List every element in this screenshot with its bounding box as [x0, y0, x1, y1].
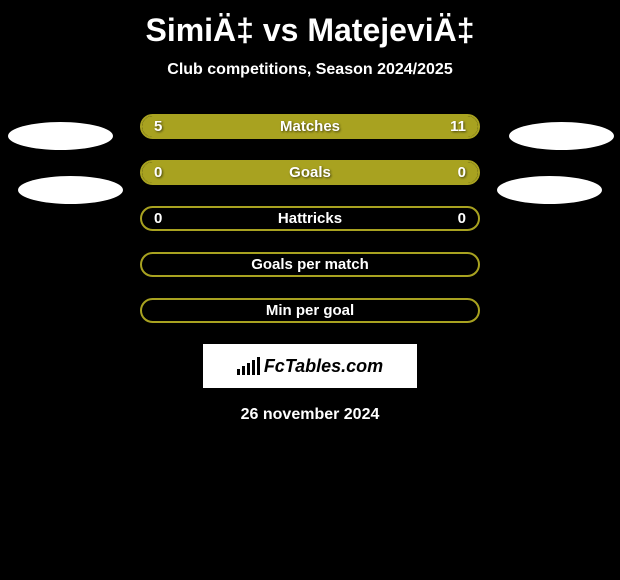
stat-row: 00Hattricks [140, 206, 480, 231]
fctables-logo: FcTables.com [203, 344, 417, 388]
player-ellipse-right [497, 176, 602, 204]
player-ellipse-right [509, 122, 614, 150]
stat-label: Goals per match [142, 256, 478, 273]
stat-row: Min per goal [140, 298, 480, 323]
logo-bar-icon [242, 366, 245, 375]
logo-bar-icon [237, 369, 240, 375]
stat-label: Matches [142, 118, 478, 135]
stat-row: 511Matches [140, 114, 480, 139]
comparison-subtitle: Club competitions, Season 2024/2025 [0, 61, 620, 79]
comparison-title: SimiÄ‡ vs MatejeviÄ‡ [0, 0, 620, 49]
player-ellipse-left [18, 176, 123, 204]
stat-label: Min per goal [142, 302, 478, 319]
stat-label: Hattricks [142, 210, 478, 227]
logo-bar-icon [257, 357, 260, 375]
stat-label: Goals [142, 164, 478, 181]
logo-bar-icon [252, 360, 255, 375]
stat-row: 00Goals [140, 160, 480, 185]
player-ellipse-left [8, 122, 113, 150]
fctables-logo-text: FcTables.com [237, 356, 383, 377]
fctables-logo-label: FcTables.com [264, 356, 383, 377]
snapshot-date: 26 november 2024 [0, 406, 620, 424]
stat-row: Goals per match [140, 252, 480, 277]
logo-bar-icon [247, 363, 250, 375]
fctables-logo-bars-icon [237, 357, 260, 375]
